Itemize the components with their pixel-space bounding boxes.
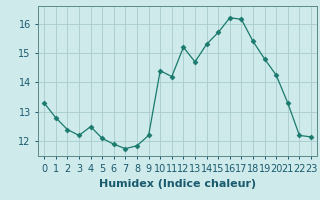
X-axis label: Humidex (Indice chaleur): Humidex (Indice chaleur) xyxy=(99,179,256,189)
